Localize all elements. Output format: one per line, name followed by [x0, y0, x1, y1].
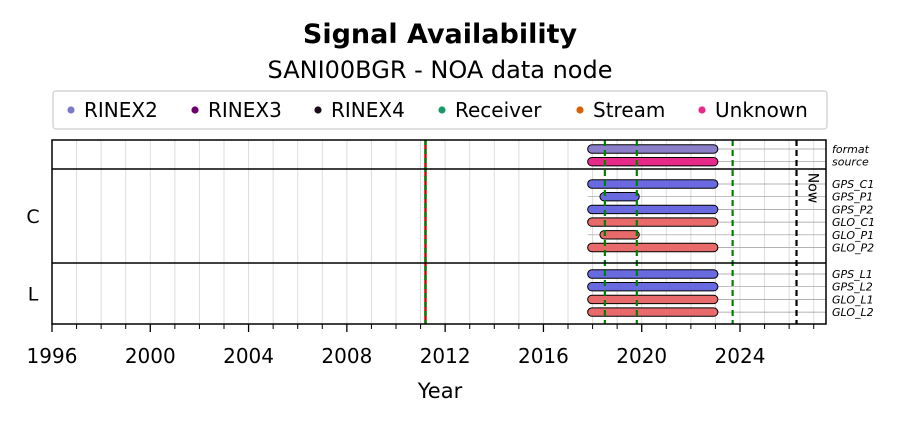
chart-subtitle: SANI00BGR - NOA data node [268, 56, 613, 84]
legend-marker-unknown [698, 106, 706, 114]
bar-gps-l2 [587, 282, 719, 292]
row-label-source: source [832, 156, 869, 169]
row-label-gps-p1: GPS_P1 [832, 191, 873, 204]
row-label-format: format [832, 143, 870, 156]
legend-label-receiver: Receiver [455, 98, 542, 122]
bar-glo-c1 [587, 217, 719, 227]
row-label-glo-p1: GLO_P1 [832, 229, 874, 242]
bar-glo-l1 [587, 294, 719, 305]
bar-gps-c1 [587, 179, 719, 189]
legend-marker-rinex4 [314, 106, 322, 114]
bar-glo-l2 [587, 307, 719, 317]
row-label-gps-l1: GPS_L1 [832, 268, 873, 281]
legend-label-unknown: Unknown [715, 98, 808, 122]
group-labels: CL [26, 206, 39, 306]
legend-marker-stream [576, 106, 584, 114]
tick-label-2012: 2012 [420, 344, 471, 368]
bar-gps-p1 [599, 192, 640, 202]
event-lines: Now [424, 140, 821, 324]
tick-label-2004: 2004 [223, 344, 274, 368]
chart-title: Signal Availability [303, 19, 578, 50]
legend-marker-rinex3 [191, 106, 199, 114]
row-label-gps-l2: GPS_L2 [832, 281, 873, 294]
tick-label-2000: 2000 [125, 344, 176, 368]
grid [51, 140, 815, 324]
bar-source [587, 157, 719, 167]
legend-label-rinex3: RINEX3 [208, 98, 282, 122]
row-label-gps-p2: GPS_P2 [832, 203, 873, 216]
row-label-gps-c1: GPS_C1 [832, 178, 874, 191]
legend-label-stream: Stream [593, 98, 665, 122]
x-axis: 1996 2000 2004 2008 2012 2016 2020 2024 [27, 324, 815, 368]
legend-marker-receiver [438, 106, 446, 114]
row-labels: formatsourceGPS_C1GPS_P1GPS_P2GLO_C1GLO_… [832, 143, 875, 319]
legend-label-rinex4: RINEX4 [331, 98, 405, 122]
now-label: Now [805, 173, 821, 204]
plot-frame [51, 139, 827, 325]
bar-format [587, 144, 719, 154]
tick-label-2008: 2008 [321, 344, 372, 368]
availability-bars [587, 144, 719, 317]
group-label-l: L [28, 284, 39, 306]
group-label-c: C [26, 206, 39, 228]
bar-gps-p2 [587, 204, 719, 215]
row-label-glo-c1: GLO_C1 [832, 216, 875, 229]
row-label-glo-l2: GLO_L2 [832, 306, 874, 319]
row-label-glo-p2: GLO_P2 [832, 242, 874, 255]
x-axis-label: Year [417, 379, 463, 403]
tick-label-2016: 2016 [518, 344, 569, 368]
row-label-glo-l1: GLO_L1 [832, 293, 874, 306]
legend: RINEX2 RINEX3 RINEX4 Receiver Stream Unknown [52, 90, 828, 130]
tick-label-2020: 2020 [616, 344, 667, 368]
tick-label-2024: 2024 [715, 344, 766, 368]
bar-glo-p1 [599, 230, 640, 240]
legend-marker-rinex2 [67, 106, 75, 114]
tick-label-1996: 1996 [27, 344, 78, 368]
legend-label-rinex2: RINEX2 [84, 98, 158, 122]
bar-gps-l1 [587, 269, 719, 279]
bar-glo-p2 [587, 242, 719, 253]
